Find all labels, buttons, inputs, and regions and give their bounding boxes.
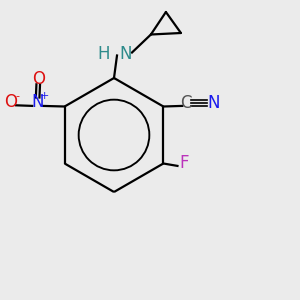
Text: F: F	[180, 154, 189, 172]
Text: +: +	[40, 91, 49, 101]
Text: -: -	[15, 91, 19, 101]
Text: N: N	[32, 93, 44, 111]
Text: H: H	[97, 45, 110, 63]
Text: C: C	[180, 94, 192, 112]
Text: N: N	[207, 94, 220, 112]
Text: N: N	[119, 45, 132, 63]
Text: O: O	[32, 70, 45, 88]
Text: O: O	[4, 93, 17, 111]
